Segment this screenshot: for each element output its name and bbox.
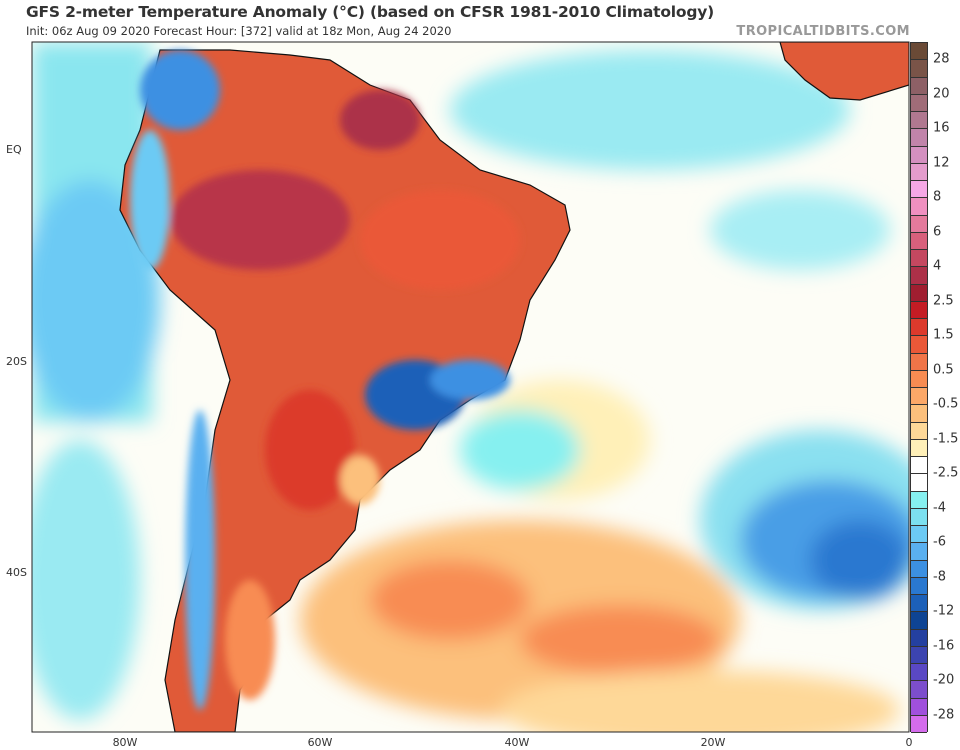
colorbar-label: 16 <box>933 120 950 136</box>
colorbar-label: 1.5 <box>933 327 954 343</box>
colorbar-segment <box>911 370 927 388</box>
colorbar-segment <box>911 146 927 164</box>
lon-label-80w: 80W <box>112 736 138 749</box>
colorbar-segment <box>911 698 927 716</box>
colorbar-label: -4 <box>933 500 946 516</box>
colorbar-label: -8 <box>933 569 946 585</box>
colorbar-segment <box>911 664 927 682</box>
colorbar-segment <box>911 388 927 406</box>
colorbar-segment <box>911 284 927 302</box>
colorbar-label: 4 <box>933 258 942 274</box>
colorbar-segment <box>911 543 927 561</box>
colorbar-label: 8 <box>933 189 942 205</box>
colorbar-label: 6 <box>933 224 942 240</box>
colorbar-segment <box>911 560 927 578</box>
lat-label-20s: 20S <box>6 355 27 368</box>
colorbar-label: -2.5 <box>933 465 959 481</box>
colorbar-label: 12 <box>933 155 950 171</box>
lon-label-20w: 20W <box>700 736 726 749</box>
lon-label-0: 0 <box>905 736 913 749</box>
colorbar-segment <box>911 629 927 647</box>
colorbar-segment <box>911 250 927 268</box>
colorbar-segment <box>911 595 927 613</box>
colorbar-segment <box>911 577 927 595</box>
colorbar-segment <box>911 405 927 423</box>
colorbar-label: -16 <box>933 638 955 654</box>
colorbar-label: -12 <box>933 603 955 619</box>
lat-label-40s: 40S <box>6 566 27 579</box>
colorbar-segment <box>911 181 927 199</box>
colorbar-label: 0.5 <box>933 362 954 378</box>
colorbar-label: 20 <box>933 86 950 102</box>
colorbar-segment <box>911 267 927 285</box>
colorbar-label: 2.5 <box>933 293 954 309</box>
colorbar-segment <box>911 301 927 319</box>
lon-label-40w: 40W <box>504 736 530 749</box>
colorbar-segment <box>911 129 927 147</box>
colorbar-segment <box>911 232 927 250</box>
colorbar-segment <box>911 353 927 371</box>
colorbar-label: 28 <box>933 51 950 67</box>
colorbar-segment <box>911 612 927 630</box>
lat-label-eq: EQ <box>6 143 22 156</box>
colorbar-label: -28 <box>933 707 955 723</box>
colorbar-label: -1.5 <box>933 431 959 447</box>
colorbar-segment <box>911 474 927 492</box>
lon-label-60w: 60W <box>307 736 333 749</box>
colorbar-segment <box>911 491 927 509</box>
colorbar-segment <box>911 43 927 61</box>
colorbar-segment <box>911 457 927 475</box>
colorbar-segment <box>911 198 927 216</box>
ocean-anomalies <box>32 42 909 732</box>
africa-land <box>779 42 909 101</box>
land-anomalies <box>130 50 520 710</box>
colorbar-segment <box>911 163 927 181</box>
colorbar-segment <box>911 215 927 233</box>
colorbar-segment <box>911 112 927 130</box>
colorbar <box>910 42 928 733</box>
colorbar-segment <box>911 715 927 733</box>
colorbar-segment <box>911 526 927 544</box>
colorbar-segment <box>911 319 927 337</box>
colorbar-segment <box>911 94 927 112</box>
colorbar-segment <box>911 508 927 526</box>
colorbar-segment <box>911 60 927 78</box>
map-subtitle: Init: 06z Aug 09 2020 Forecast Hour: [37… <box>26 24 452 38</box>
colorbar-segment <box>911 681 927 699</box>
colorbar-segment <box>911 336 927 354</box>
map-title: GFS 2-meter Temperature Anomaly (°C) (ba… <box>26 3 715 21</box>
colorbar-segment <box>911 646 927 664</box>
colorbar-label: -20 <box>933 672 955 688</box>
colorbar-segment <box>911 439 927 457</box>
colorbar-label: -0.5 <box>933 396 959 412</box>
colorbar-segment <box>911 422 927 440</box>
colorbar-segment <box>911 77 927 95</box>
colorbar-label: -6 <box>933 534 946 550</box>
watermark: TROPICALTIDBITS.COM <box>736 24 910 39</box>
